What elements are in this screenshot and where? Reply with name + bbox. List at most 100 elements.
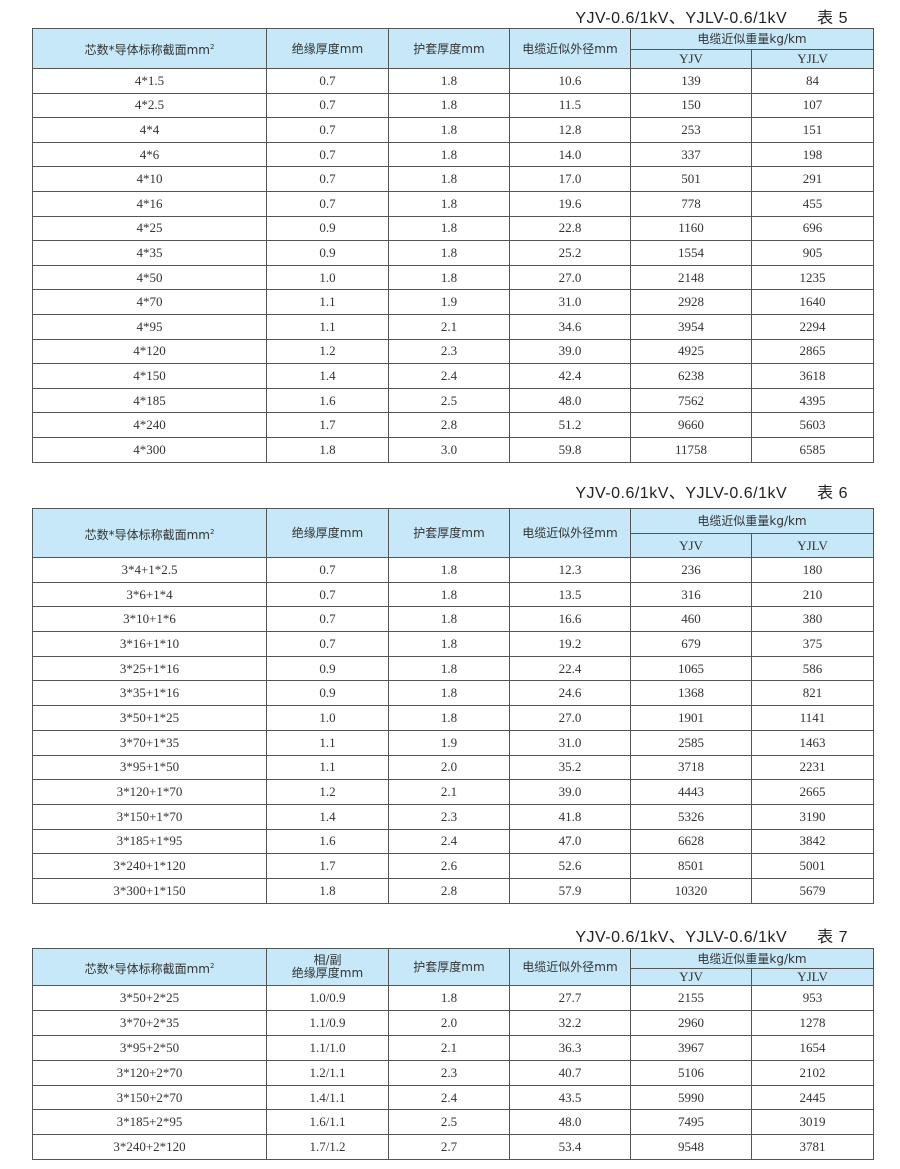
cell-diameter: 40.7 [509, 1059, 631, 1086]
cell-diameter: 22.4 [509, 655, 631, 682]
cell-sheath: 2.0 [388, 1009, 510, 1036]
table-row: 4*16 0.7 1.8 19.6 778 455 [32, 190, 874, 217]
cell-weight-yjv: 11758 [630, 436, 752, 463]
cell-spec: 3*120+1*70 [32, 779, 267, 805]
cell-insulation: 1.1 [266, 289, 389, 315]
cell-insulation: 1.8 [266, 436, 389, 463]
cell-weight-yjv: 150 [630, 92, 752, 119]
cell-weight-yjv: 10320 [630, 877, 752, 904]
cell-insulation: 1.1 [266, 754, 389, 781]
cell-spec: 3*25+1*16 [32, 655, 267, 682]
cell-insulation: 0.7 [266, 141, 389, 168]
cell-insulation: 1.2 [266, 779, 389, 805]
cell-sheath: 1.8 [388, 680, 510, 707]
table-row: 3*120+2*70 1.2/1.1 2.3 40.7 5106 2102 [32, 1059, 874, 1086]
cell-spec: 4*185 [32, 387, 267, 414]
header-yjlv: YJLV [751, 533, 874, 558]
cell-spec: 4*10 [32, 166, 267, 192]
cell-insulation: 0.7 [266, 557, 389, 583]
cell-weight-yjv: 7495 [630, 1109, 752, 1136]
cell-spec: 4*120 [32, 338, 267, 365]
header-weight: 电缆近似重量kg/km [630, 508, 874, 534]
cell-insulation: 1.0/0.9 [266, 985, 389, 1011]
cell-sheath: 1.8 [388, 557, 510, 583]
cell-weight-yjlv: 3781 [751, 1134, 874, 1161]
cell-diameter: 27.0 [509, 264, 631, 291]
table-row: 3*70+1*35 1.1 1.9 31.0 2585 1463 [32, 729, 874, 756]
cell-diameter: 10.6 [509, 68, 631, 94]
header-spec: 芯数*导体标称截面mm2 [32, 948, 267, 986]
table7-title: YJV-0.6/1kV、YJLV-0.6/1kV 表 7 [575, 923, 848, 947]
table-row: 3*50+1*25 1.0 1.8 27.0 1901 1141 [32, 705, 874, 731]
cell-insulation: 1.2 [266, 338, 389, 365]
cell-sheath: 2.6 [388, 853, 510, 879]
table6: 芯数*导体标称截面mm2 绝缘厚度mm 护套厚度mm 电缆近似外径mm 电缆近似… [32, 508, 874, 904]
cell-sheath: 2.3 [388, 1059, 510, 1086]
cell-weight-yjlv: 2865 [751, 338, 874, 365]
cell-spec: 3*35+1*16 [32, 680, 267, 707]
cell-diameter: 47.0 [509, 828, 631, 855]
cell-insulation: 0.9 [266, 215, 389, 242]
cell-spec: 3*150+1*70 [32, 803, 267, 830]
table-row: 3*10+1*6 0.7 1.8 16.6 460 380 [32, 606, 874, 633]
table5-label: 表 5 [817, 10, 848, 27]
cell-weight-yjv: 1901 [630, 705, 752, 731]
header-diameter: 电缆近似外径mm [509, 508, 631, 558]
cell-diameter: 39.0 [509, 779, 631, 805]
cell-weight-yjlv: 5679 [751, 877, 874, 904]
cell-weight-yjv: 5106 [630, 1059, 752, 1086]
cell-spec: 3*240+1*120 [32, 853, 267, 879]
table-row: 3*95+2*50 1.1/1.0 2.1 36.3 3967 1654 [32, 1034, 874, 1061]
cell-weight-yjv: 778 [630, 190, 752, 217]
header-spec: 芯数*导体标称截面mm2 [32, 508, 267, 558]
table7: 芯数*导体标称截面mm2 相/副 绝缘厚度mm 护套厚度mm 电缆近似外径mm 电… [32, 948, 874, 1161]
cell-diameter: 25.2 [509, 240, 631, 266]
cell-insulation: 1.1 [266, 313, 389, 340]
cell-sheath: 1.8 [388, 705, 510, 731]
cell-weight-yjlv: 84 [751, 68, 874, 94]
cell-weight-yjlv: 5603 [751, 412, 874, 438]
cell-weight-yjlv: 455 [751, 190, 874, 217]
cell-insulation: 1.7 [266, 412, 389, 438]
cell-weight-yjlv: 375 [751, 631, 874, 657]
header-weight: 电缆近似重量kg/km [630, 948, 874, 969]
cell-diameter: 31.0 [509, 729, 631, 756]
cell-weight-yjlv: 1278 [751, 1009, 874, 1036]
cell-insulation: 1.4 [266, 803, 389, 830]
table-row: 3*150+2*70 1.4/1.1 2.4 43.5 5990 2445 [32, 1084, 874, 1111]
cell-weight-yjlv: 2665 [751, 779, 874, 805]
cell-diameter: 17.0 [509, 166, 631, 192]
table-row: 3*4+1*2.5 0.7 1.8 12.3 236 180 [32, 557, 874, 583]
table6-title: YJV-0.6/1kV、YJLV-0.6/1kV 表 6 [575, 479, 848, 503]
cell-weight-yjv: 9660 [630, 412, 752, 438]
cell-weight-yjv: 5990 [630, 1084, 752, 1111]
cell-weight-yjv: 9548 [630, 1134, 752, 1161]
cell-spec: 3*70+1*35 [32, 729, 267, 756]
cell-spec: 4*70 [32, 289, 267, 315]
cell-sheath: 1.8 [388, 985, 510, 1011]
cell-spec: 3*120+2*70 [32, 1059, 267, 1086]
cell-spec: 3*300+1*150 [32, 877, 267, 904]
cell-spec: 3*50+2*25 [32, 985, 267, 1011]
cell-diameter: 41.8 [509, 803, 631, 830]
cell-spec: 4*50 [32, 264, 267, 291]
cell-diameter: 13.5 [509, 581, 631, 608]
cell-spec: 4*35 [32, 240, 267, 266]
cell-insulation: 1.6 [266, 387, 389, 414]
table5-model: YJV-0.6/1kV、YJLV-0.6/1kV [575, 10, 788, 27]
cell-insulation: 1.1/0.9 [266, 1009, 389, 1036]
cell-weight-yjv: 2928 [630, 289, 752, 315]
cell-diameter: 43.5 [509, 1084, 631, 1111]
cell-weight-yjlv: 2294 [751, 313, 874, 340]
cell-insulation: 0.9 [266, 680, 389, 707]
table7-label: 表 7 [817, 929, 848, 946]
cell-spec: 4*2.5 [32, 92, 267, 119]
cell-spec: 3*95+2*50 [32, 1034, 267, 1061]
cell-weight-yjv: 1065 [630, 655, 752, 682]
header-sheath: 护套厚度mm [388, 28, 510, 69]
header-yjv: YJV [630, 49, 752, 69]
cell-weight-yjv: 460 [630, 606, 752, 633]
header-diameter: 电缆近似外径mm [509, 28, 631, 69]
cell-weight-yjlv: 210 [751, 581, 874, 608]
cell-weight-yjlv: 2231 [751, 754, 874, 781]
